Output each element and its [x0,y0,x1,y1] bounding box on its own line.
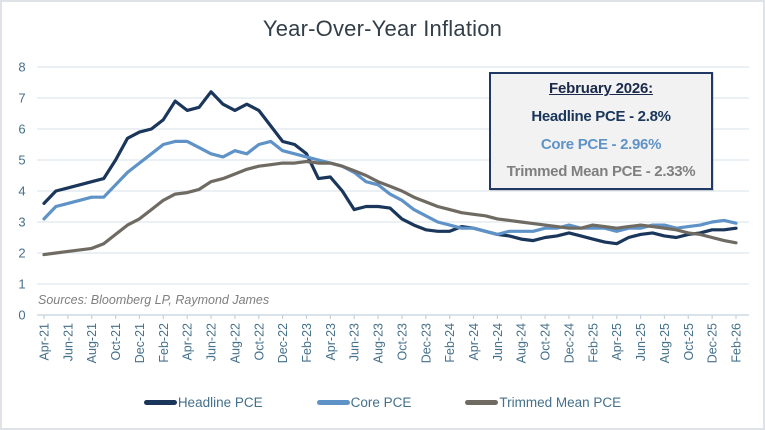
svg-text:Feb-24: Feb-24 [443,323,457,363]
svg-text:Apr-22: Apr-22 [181,323,195,361]
headline-pce-line-swatch [143,400,177,405]
svg-text:Feb-26: Feb-26 [730,323,744,363]
svg-text:Oct-25: Oct-25 [682,323,696,361]
svg-text:6: 6 [18,122,25,137]
svg-text:Dec-23: Dec-23 [419,323,433,363]
legend-item-headline-pce: Headline PCE [143,395,263,410]
svg-text:Oct-21: Oct-21 [109,323,123,361]
annotation-box: February 2026: Headline PCE - 2.8% Core … [489,72,713,190]
trimmed-mean-pce-line-swatch [465,400,499,405]
chart-legend: Headline PCE Core PCE Trimmed Mean PCE [2,395,763,410]
legend-label: Core PCE [350,395,412,410]
svg-text:Dec-25: Dec-25 [706,323,720,363]
sources-note: Sources: Bloomberg LP, Raymond James [38,293,270,307]
svg-text:Jun-25: Jun-25 [634,323,648,361]
svg-text:Dec-22: Dec-22 [276,323,290,363]
svg-text:1: 1 [18,277,25,292]
svg-text:Apr-21: Apr-21 [38,323,52,361]
svg-text:7: 7 [18,91,25,106]
annotation-title: February 2026: [549,80,653,97]
svg-text:0: 0 [18,308,25,323]
legend-item-trimmed-mean-pce: Trimmed Mean PCE [465,395,621,410]
svg-text:Jun-22: Jun-22 [205,323,219,361]
svg-text:Aug-25: Aug-25 [658,323,672,363]
svg-text:Aug-24: Aug-24 [515,323,529,363]
svg-text:Aug-22: Aug-22 [228,323,242,363]
svg-text:5: 5 [18,153,25,168]
legend-item-core-pce: Core PCE [316,395,412,410]
svg-text:Dec-21: Dec-21 [133,323,147,363]
svg-text:Aug-21: Aug-21 [85,323,99,363]
svg-text:Jun-23: Jun-23 [348,323,362,361]
svg-text:Aug-23: Aug-23 [372,323,386,363]
chart-title: Year-Over-Year Inflation [262,16,503,41]
svg-text:Feb-25: Feb-25 [586,323,600,363]
svg-text:4: 4 [18,184,25,199]
legend-label: Headline PCE [177,395,263,410]
svg-text:Apr-23: Apr-23 [324,323,338,361]
svg-text:Jun-24: Jun-24 [491,323,505,361]
svg-text:Oct-23: Oct-23 [395,323,409,361]
annotation-core-pce: Core PCE - 2.96% [540,135,662,153]
svg-text:2: 2 [18,246,25,261]
core-pce-line-swatch [316,400,350,405]
annotation-headline-pce: Headline PCE - 2.8% [531,108,671,126]
svg-text:Jun-21: Jun-21 [61,323,75,361]
annotation-trimmed-mean-pce: Trimmed Mean PCE - 2.33% [506,162,696,180]
svg-text:Oct-24: Oct-24 [539,323,553,361]
svg-text:8: 8 [18,60,25,75]
svg-text:Feb-22: Feb-22 [157,323,171,363]
svg-text:3: 3 [18,215,25,230]
svg-text:Apr-25: Apr-25 [610,323,624,361]
legend-label: Trimmed Mean PCE [499,395,622,410]
svg-text:Oct-22: Oct-22 [252,323,266,361]
svg-text:Apr-24: Apr-24 [467,323,481,361]
svg-text:Dec-24: Dec-24 [562,323,576,363]
svg-text:Feb-23: Feb-23 [300,323,314,363]
